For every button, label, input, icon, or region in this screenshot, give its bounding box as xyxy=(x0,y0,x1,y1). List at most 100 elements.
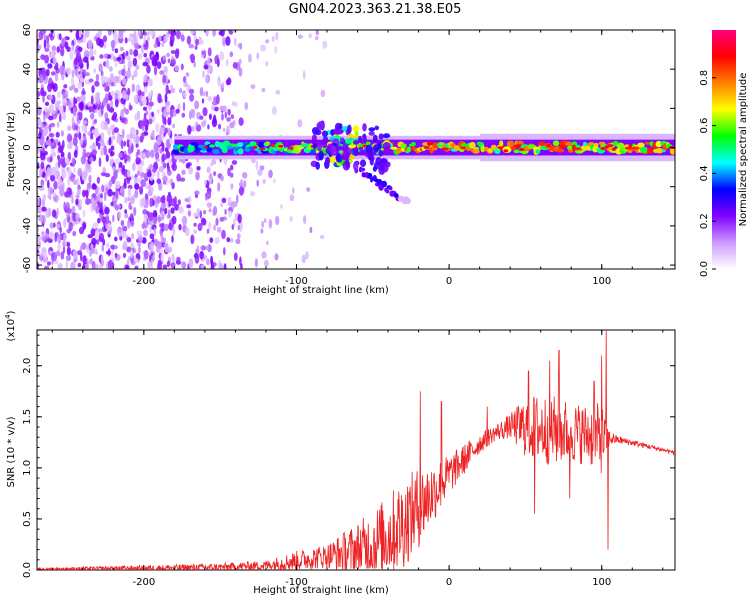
spectrogram-cell xyxy=(170,110,173,119)
spectrogram-cell xyxy=(44,54,49,64)
spectrogram-cell xyxy=(289,194,295,202)
spectrogram-cell xyxy=(124,209,128,215)
spectrogram-cell xyxy=(78,226,85,235)
spectrogram-cell xyxy=(624,146,633,150)
spectrogram-cell xyxy=(199,250,205,260)
snr-x-tick-label: -100 xyxy=(285,577,308,588)
spectrogram-cell xyxy=(77,50,81,57)
spectrogram-cell xyxy=(133,177,139,184)
snr-y-tick-label: 1.0 xyxy=(22,460,33,476)
spectrogram-cell xyxy=(48,104,54,113)
spectrogram-cell xyxy=(178,205,183,212)
spectrogram-cell xyxy=(207,47,212,57)
spectrogram-cell xyxy=(141,223,146,230)
spectrogram-cell xyxy=(237,148,244,155)
spectrogram-cell xyxy=(656,139,659,156)
spectrogram-cell xyxy=(105,59,110,69)
spectrogram-cell xyxy=(368,127,376,132)
spectrogram-cell xyxy=(69,30,73,33)
spectrogram-cell xyxy=(114,236,118,242)
spectrogram-cell xyxy=(195,38,200,46)
spectrogram-cell xyxy=(60,251,65,260)
spectrogram-cell xyxy=(46,167,52,178)
spectrogram-cell xyxy=(133,258,139,263)
spectrogram-cell xyxy=(100,172,107,177)
spectrogram-cell xyxy=(43,114,46,122)
spectrogram-cell xyxy=(203,255,208,260)
spectrogram-cell xyxy=(230,200,235,210)
spectrogram-cell xyxy=(315,35,319,41)
spectrogram-cell xyxy=(134,265,139,269)
spectrogram-cell xyxy=(143,53,147,58)
spectrogram-cell xyxy=(330,145,337,155)
spectrogram-cell xyxy=(199,115,204,120)
spectrogram-cell xyxy=(78,132,82,140)
spectrogram-cell xyxy=(40,67,46,73)
spectrogram-cell xyxy=(40,152,46,161)
colorbar-tick-label: 0.0 xyxy=(699,261,710,277)
spectrogram-cell xyxy=(98,263,103,269)
page-title: GN04.2023.363.21.38.E05 xyxy=(288,2,462,17)
spectrogram-cell xyxy=(142,209,148,215)
spectrogram-cell xyxy=(44,107,48,113)
spectrogram-cell xyxy=(131,74,135,81)
spectrogram-cell xyxy=(89,49,94,58)
spectrogram-cell xyxy=(95,263,99,269)
spectrogram-cell xyxy=(166,165,171,172)
spectrogram-cell xyxy=(258,141,265,149)
spectrogram-cell xyxy=(66,99,72,107)
spectrogram-cell xyxy=(63,84,68,89)
spectrogram-cell xyxy=(114,157,120,165)
spectrogram-cell xyxy=(359,150,367,156)
spectrogram-cell xyxy=(118,211,121,220)
spectrogram-cell xyxy=(345,159,350,168)
spectrogram-cell xyxy=(167,209,171,219)
spectrogram-cell xyxy=(55,138,59,144)
spectrogram-cell xyxy=(490,144,497,150)
spectrogram-cell xyxy=(308,33,312,39)
spectrogram-cell xyxy=(163,243,169,248)
spectrogram-cell xyxy=(97,142,101,150)
spectrogram-cell xyxy=(105,186,109,193)
spectrogram-cell xyxy=(51,209,57,218)
spectrogram-cell xyxy=(110,90,116,97)
spectrogram-cell xyxy=(71,205,76,213)
spectrogram-cell xyxy=(201,217,207,226)
spectrogram-cell xyxy=(90,112,95,120)
spectrogram-cell xyxy=(201,98,205,104)
spectrogram-cell xyxy=(98,38,104,48)
spectrogram-cell xyxy=(186,204,192,209)
spectrogram-cell xyxy=(499,140,504,147)
spectrogram-cell xyxy=(342,142,348,149)
spectrogram-cell xyxy=(98,30,102,37)
spectrogram-cell xyxy=(94,249,98,256)
spectrogram-cell xyxy=(60,151,65,157)
spectrogram-cell xyxy=(231,160,238,165)
spectrogram-cell xyxy=(101,184,105,193)
spectrogram-cell xyxy=(85,189,89,199)
spectrogram-cell xyxy=(143,34,146,45)
spectrogram-cell xyxy=(56,91,61,99)
spectrogram-cell xyxy=(106,103,111,112)
spectrogram-cell xyxy=(74,68,79,77)
spectrogram-cell xyxy=(171,182,175,190)
spectrogram-cell xyxy=(237,224,241,231)
spectrogram-cell xyxy=(135,143,139,148)
spectrogram-cell xyxy=(163,223,169,232)
spectrogram-cell xyxy=(167,246,173,253)
spectrogram-cell xyxy=(209,178,212,185)
spectrogram-cell xyxy=(607,144,614,148)
spectrogram-cell xyxy=(162,74,167,84)
spectrogram-cell xyxy=(216,94,220,105)
spectrogram-cell xyxy=(260,44,266,52)
spectrogram-cell xyxy=(92,222,99,229)
spectrogram-cell xyxy=(118,152,123,158)
spectrogram-cell xyxy=(106,127,112,136)
colorbar: 0.0 0.2 0.4 0.6 0.8 Normalized spectral ampl… xyxy=(699,30,749,277)
snr-y-tick-label: 0.0 xyxy=(22,562,33,578)
spectrogram-cell xyxy=(134,189,139,199)
spectrogram-cell xyxy=(88,174,92,184)
spectrogram-cell xyxy=(257,169,263,176)
snr-y-tick-label: 0.5 xyxy=(22,511,33,527)
spectrogram-cell xyxy=(44,265,50,269)
